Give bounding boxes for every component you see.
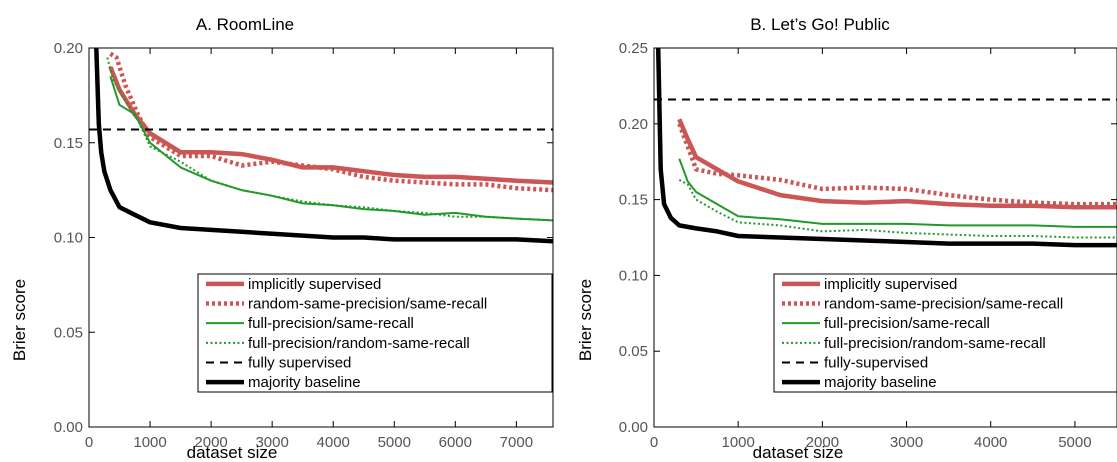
series-line-5	[94, 48, 553, 244]
legend-box	[773, 273, 1117, 393]
legend: implicitly supervised random-same-precisi…	[197, 273, 553, 393]
y-tick-label: 0.05	[619, 343, 648, 360]
series-line-5	[655, 48, 1117, 248]
series-line-3	[678, 179, 1117, 239]
x-tick-label: 0	[650, 434, 658, 451]
series-group	[89, 48, 553, 244]
series-line-0	[677, 118, 1117, 210]
y-tick-label: 0.25	[619, 40, 648, 57]
series-line-3	[106, 57, 553, 222]
y-tick-label: 0.15	[54, 135, 83, 152]
y-tick-label: 0.00	[54, 419, 83, 436]
panel-b: B. Let’s Go! Public 0 1000 2000 3000 4000 5000…	[576, 15, 1117, 462]
y-tick-label: 0.20	[619, 116, 648, 133]
x-tick-label: 3000	[890, 434, 923, 451]
legend-label: full-precision/same-recall	[248, 315, 414, 332]
y-tick-label: 0.05	[54, 324, 83, 341]
legend-label: fully-supervised	[824, 355, 928, 372]
x-tick-label: 1000	[721, 434, 754, 451]
legend-label: implicitly supervised	[824, 276, 957, 293]
legend-label: majority baseline	[824, 374, 937, 391]
y-axis-label: Brier score	[10, 279, 29, 361]
x-tick-label: 0	[85, 434, 93, 451]
legend: implicitly supervised random-same-precisi…	[773, 273, 1117, 393]
legend-label: implicitly supervised	[248, 276, 381, 293]
legend-label: full-precision/same-recall	[824, 315, 990, 332]
x-tick-label: 4000	[974, 434, 1007, 451]
x-axis-label: dataset size	[753, 443, 844, 462]
legend-label: full-precision/random-same-recall	[248, 335, 470, 352]
series-group	[654, 48, 1117, 248]
chart-title: A. RoomLine	[196, 15, 294, 34]
series-line-1	[109, 51, 553, 193]
legend-label: fully supervised	[248, 355, 351, 372]
y-tick-label: 0.20	[54, 40, 83, 57]
x-tick-label: 2000	[806, 434, 839, 451]
x-axis-label: dataset size	[187, 443, 278, 462]
y-tick-label: 0.10	[54, 230, 83, 247]
panel-a: A. RoomLine 0 1000 2000 3000 4000 5000 6000 7000…	[10, 15, 554, 462]
legend-label: full-precision/random-same-recall	[824, 335, 1046, 352]
x-tick-label: 3000	[255, 434, 288, 451]
plot-frame	[653, 47, 1117, 428]
chart-title: B. Let’s Go! Public	[750, 15, 890, 34]
y-tick-label: 0.10	[619, 267, 648, 284]
x-tick-label: 4000	[317, 434, 350, 451]
x-tick-label: 7000	[500, 434, 533, 451]
legend-label: random-same-precision/same-recall	[248, 296, 487, 313]
x-tick-label: 1000	[133, 434, 166, 451]
x-tick-label: 5000	[1058, 434, 1091, 451]
legend-label: random-same-precision/same-recall	[824, 296, 1063, 313]
x-tick-label: 2000	[194, 434, 227, 451]
series-line-2	[678, 158, 1117, 228]
legend-box	[197, 273, 553, 393]
series-line-2	[109, 76, 553, 222]
legend-label: majority baseline	[248, 374, 361, 391]
y-axis-label: Brier score	[576, 279, 595, 361]
y-tick-label: 0.00	[619, 419, 648, 436]
y-tick-label: 0.15	[619, 192, 648, 209]
series-line-1	[677, 123, 1117, 207]
x-tick-label: 5000	[378, 434, 411, 451]
x-tick-label: 6000	[439, 434, 472, 451]
